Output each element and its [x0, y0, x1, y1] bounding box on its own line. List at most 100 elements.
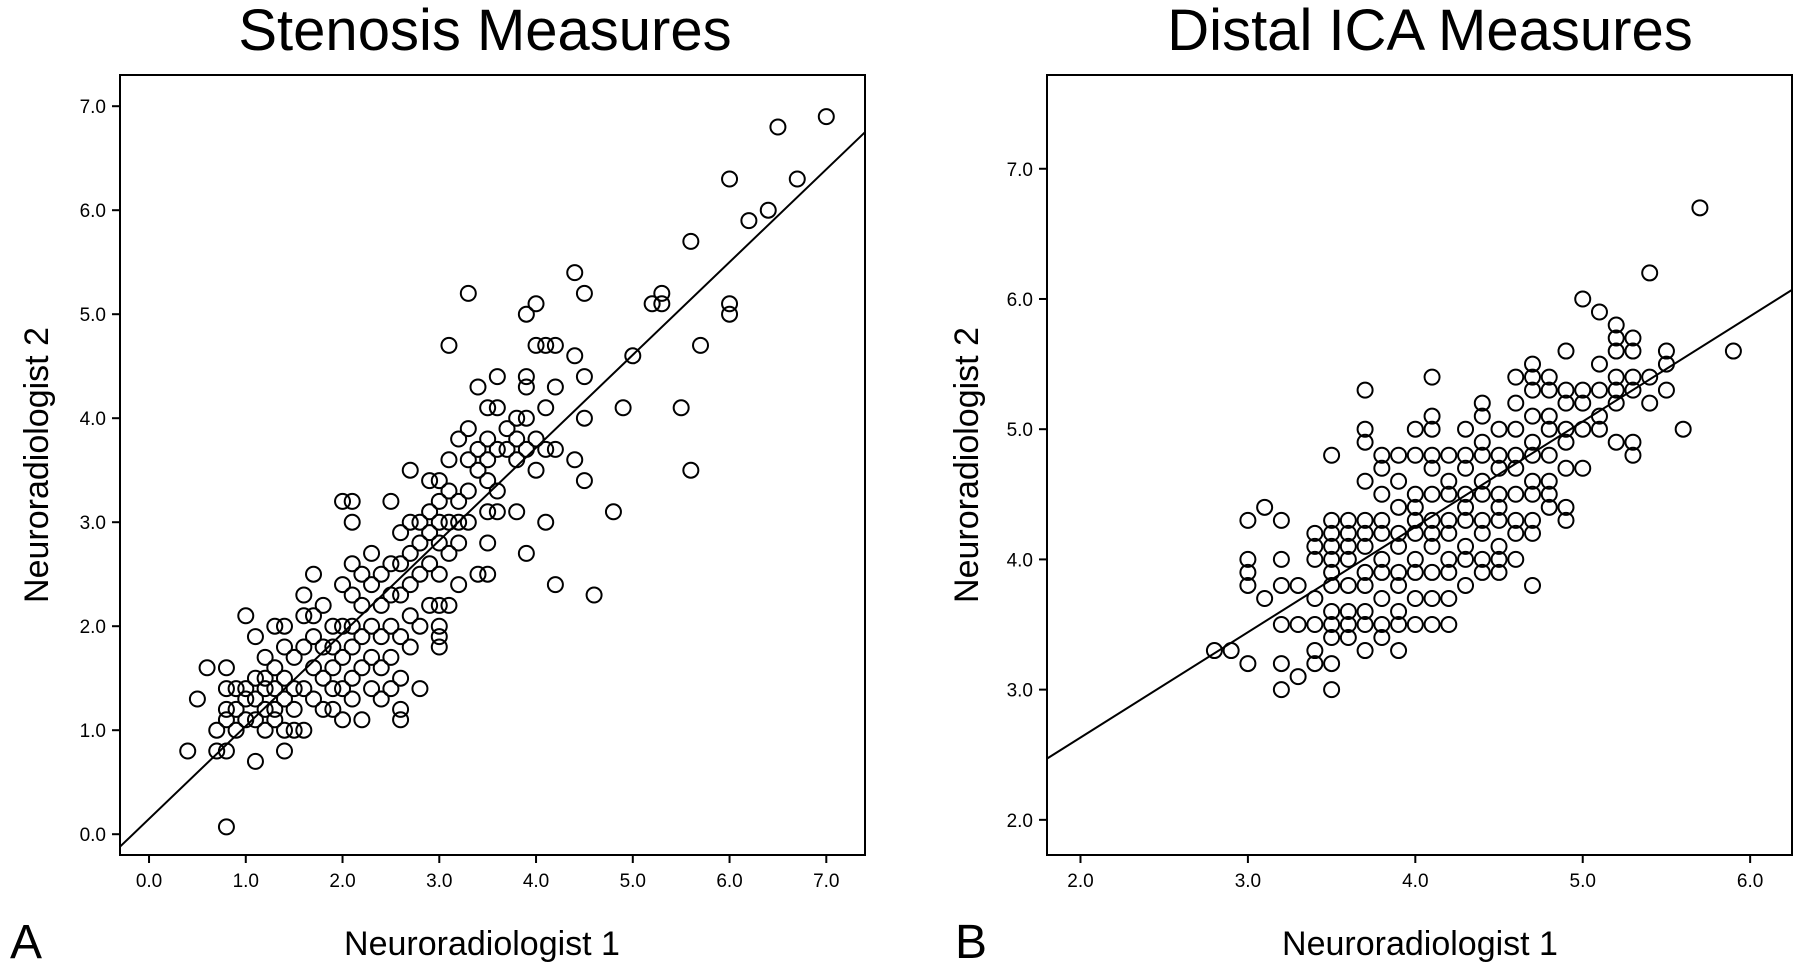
panel-a-data-point: [411, 680, 429, 698]
panel-b-points: [1205, 199, 1742, 699]
panel-b-data-point: [1356, 616, 1374, 634]
panel-b-data-point: [1440, 616, 1458, 634]
panel-a-data-point: [353, 711, 371, 729]
panel-b-data-point: [1390, 498, 1408, 516]
panel-b-data-point: [1490, 511, 1508, 529]
panel-b-data-point: [1657, 355, 1675, 373]
panel-a-data-point: [788, 170, 806, 188]
panel-b-data-point: [1306, 524, 1324, 542]
panel-a-data-point: [459, 420, 477, 438]
panel-b-data-point: [1205, 642, 1223, 660]
panel-a-data-point: [469, 565, 487, 583]
panel-b-data-point: [1440, 472, 1458, 490]
panel-b-data-point: [1607, 368, 1625, 386]
panel-a-data-point: [459, 513, 477, 531]
panel-a-data-point: [537, 399, 555, 417]
panel-a-data-point: [401, 638, 419, 656]
panel-a-data-point: [624, 347, 642, 365]
panel-b-data-point: [1540, 498, 1558, 516]
panel-a-data-point: [343, 638, 361, 656]
panel-b-data-point: [1373, 589, 1391, 607]
panel-a-y-axis-label: Neuroradiologist 2: [18, 327, 56, 603]
panel-a-data-point: [305, 659, 323, 677]
panel-a-data-point: [430, 492, 448, 510]
panel-a-data-point: [575, 284, 593, 302]
panel-b-data-point: [1574, 394, 1592, 412]
panel-b-data-point: [1440, 524, 1458, 542]
panel-b-data-point: [1641, 264, 1659, 282]
panel-b-data-point: [1540, 420, 1558, 438]
panel-b-data-point: [1674, 420, 1692, 438]
panel-a-data-point: [275, 617, 293, 635]
panel-b-data-point: [1473, 563, 1491, 581]
panel-b-data-point: [1473, 485, 1491, 503]
panel-b-data-point: [1406, 616, 1424, 634]
panel-a-x-tick-label: 6.0: [716, 871, 742, 892]
panel-b-data-point: [1624, 368, 1642, 386]
panel-b-data-point: [1724, 342, 1742, 360]
panel-b-data-point: [1356, 642, 1374, 660]
panel-a-data-point: [517, 544, 535, 562]
panel-a-data-point: [430, 565, 448, 583]
panel-a-data-point: [421, 472, 439, 490]
panel-a-data-point: [440, 544, 458, 562]
panel-a-data-point: [546, 440, 564, 458]
panel-a-data-point: [314, 700, 332, 718]
panel-b-data-point: [1657, 381, 1675, 399]
panel-b-data-point: [1524, 381, 1542, 399]
panel-a-y-tick-label: 2.0: [80, 617, 106, 638]
panel-b-data-point: [1590, 420, 1608, 438]
panel-b-data-point: [1423, 511, 1441, 529]
panel-b-regression-line: [1046, 289, 1793, 760]
panel-b-data-point: [1256, 498, 1274, 516]
panel-a-data-point: [266, 617, 284, 635]
panel-a-data-point: [488, 503, 506, 521]
panel-a-data-point: [382, 648, 400, 666]
panel-b-x-tick-label: 3.0: [1235, 871, 1261, 892]
panel-a-data-point: [208, 721, 226, 739]
panel-b-data-point: [1540, 472, 1558, 490]
panel-a-y-tick-label: 3.0: [80, 513, 106, 534]
panel-a-data-point: [401, 461, 419, 479]
panel-a-data-point: [546, 336, 564, 354]
panel-a-data-point: [246, 628, 264, 646]
panel-a-data-point: [517, 440, 535, 458]
panel-b-data-point: [1423, 407, 1441, 425]
panel-b-data-point: [1323, 550, 1341, 568]
panel-a-data-point: [382, 492, 400, 510]
panel-b-data-point: [1390, 616, 1408, 634]
panel-a-data-point: [672, 399, 690, 417]
panel-a-data-point: [440, 336, 458, 354]
panel-a-data-point: [479, 472, 497, 490]
panel-b-data-point: [1373, 511, 1391, 529]
panel-a-data-point: [411, 617, 429, 635]
panel-a-data-point: [363, 680, 381, 698]
panel-b-data-point: [1339, 616, 1357, 634]
panel-b-x-axis-label: Neuroradiologist 1: [1282, 925, 1558, 963]
panel-a-data-point: [401, 513, 419, 531]
panel-b-plot-frame: [1046, 74, 1793, 856]
panel-b-data-point: [1406, 550, 1424, 568]
panel-b-data-point: [1306, 537, 1324, 555]
panel-b-data-point: [1423, 368, 1441, 386]
panel-b-data-point: [1440, 446, 1458, 464]
panel-b-data-point: [1457, 537, 1475, 555]
panel-b-data-point: [1457, 576, 1475, 594]
panel-b-data-point: [1289, 616, 1307, 634]
panel-b-data-point: [1272, 681, 1290, 699]
panel-a-data-point: [256, 700, 274, 718]
panel-a-data-point: [411, 565, 429, 583]
panel-a-data-point: [575, 409, 593, 427]
panel-b-data-point: [1272, 616, 1290, 634]
panel-a-data-point: [498, 440, 516, 458]
panel-a-data-point: [459, 284, 477, 302]
panel-a-data-point: [527, 295, 545, 313]
panel-a-regression-line: [119, 131, 866, 848]
panel-b-data-point: [1390, 602, 1408, 620]
panel-b-data-point: [1373, 563, 1391, 581]
panel-b-data-point: [1339, 550, 1357, 568]
panel-b-data-point: [1323, 602, 1341, 620]
panel-a-data-point: [324, 680, 342, 698]
panel-b-data-point: [1222, 642, 1240, 660]
panel-a-data-point: [440, 513, 458, 531]
